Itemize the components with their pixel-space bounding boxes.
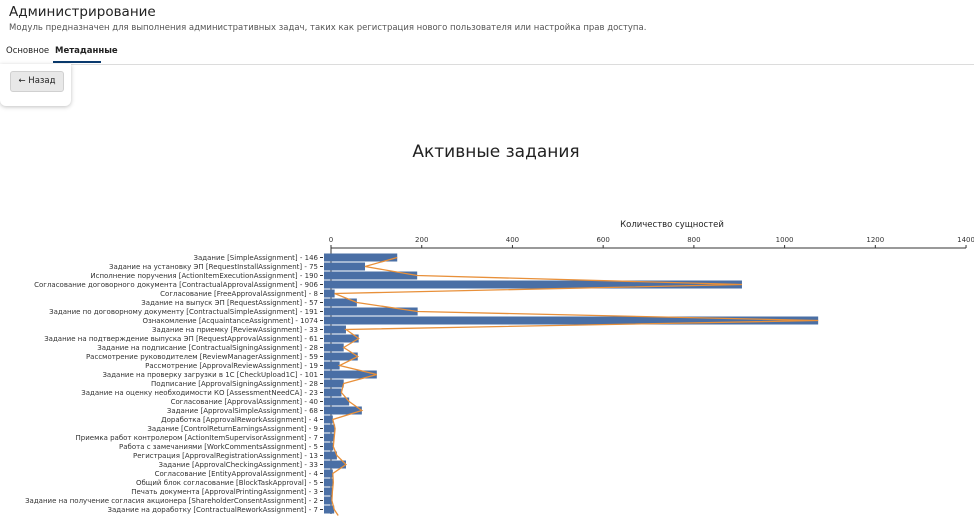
chart-title: Активные задания <box>412 142 579 162</box>
x-tick-label: 200 <box>415 236 428 244</box>
active-tasks-chart: Активные задания Количество сущностей 0 2… <box>25 142 974 516</box>
bar <box>324 442 334 451</box>
category-label: Задание на приемку [ReviewAssignment] - … <box>152 326 318 334</box>
bar <box>324 406 362 415</box>
active-tab-indicator <box>53 61 101 63</box>
bar <box>324 262 366 271</box>
bar <box>324 433 335 442</box>
category-label: Задание на проверку загрузки в 1С [Check… <box>102 371 318 379</box>
x-tick-label: 0 <box>329 236 333 244</box>
bar <box>324 460 346 469</box>
bar <box>324 361 340 370</box>
bar <box>324 352 358 361</box>
bar <box>324 307 418 316</box>
bar <box>324 469 333 478</box>
category-label: Задание [ApprovalCheckingAssignment] - 3… <box>158 461 318 469</box>
bar <box>324 505 335 514</box>
category-label: Согласование [ApprovalAssignment] - 40 <box>171 398 318 406</box>
category-label: Задание [ControlReturnEarningsAssignment… <box>147 425 318 433</box>
category-label: Задание на установку ЭП [RequestInstallA… <box>109 263 318 271</box>
category-label: Задание на оценку необходимости КО [Asse… <box>81 389 318 397</box>
x-axis-title: Количество сущностей <box>620 220 724 230</box>
back-panel: ← Назад <box>0 64 71 106</box>
category-label: Задание на подтверждение выпуска ЭП [Req… <box>44 335 318 343</box>
bar <box>324 379 344 388</box>
category-label: Задание [SimpleAssignment] - 146 <box>194 254 319 262</box>
page-header: Администрирование Модуль предназначен дл… <box>0 0 974 65</box>
bar <box>324 253 398 262</box>
bar <box>324 397 350 406</box>
category-label: Общий блок согласование [BlockTaskApprov… <box>136 479 318 487</box>
category-label: Задание по договорному документу [Contra… <box>49 308 318 316</box>
x-tick-label: 1000 <box>776 236 794 244</box>
bar <box>324 415 333 424</box>
category-label: Регистрация [ApprovalRegistrationAssignm… <box>133 452 318 460</box>
bar <box>324 487 333 496</box>
bar <box>324 271 418 280</box>
bar <box>324 289 335 298</box>
back-button[interactable]: ← Назад <box>10 71 64 92</box>
category-label: Задание на доработку [ContractualReworkA… <box>108 506 318 514</box>
bar <box>324 388 342 397</box>
bar <box>324 451 337 460</box>
category-label: Задание на подписание [ContractualSignin… <box>97 344 318 352</box>
bar <box>324 325 346 334</box>
category-label: Рассмотрение [ApprovalReviewAssignment] … <box>145 362 318 370</box>
bar <box>324 478 334 487</box>
bar <box>324 298 357 307</box>
bar <box>324 280 742 289</box>
bar <box>324 334 359 343</box>
category-label: Задание на получение согласия акционера … <box>25 497 318 505</box>
category-label: Исполнение поручения [ActionItemExecutio… <box>90 272 318 280</box>
bar <box>324 424 336 433</box>
bar <box>324 370 377 379</box>
category-label: Согласование [FreeApprovalAssignment] - … <box>160 290 318 298</box>
overlay-line <box>331 256 819 516</box>
category-label: Доработка [ApprovalReworkAssignment] - 4 <box>161 416 318 424</box>
category-label: Приемка работ контролером [ActionItemSup… <box>76 434 319 442</box>
category-label: Согласование договорного документа [Cont… <box>34 281 318 289</box>
category-label: Согласование [EntityApprovalAssignment] … <box>155 470 319 478</box>
page-subtitle: Модуль предназначен для выполнения админ… <box>9 23 647 33</box>
category-label: Задание на выпуск ЭП [RequestAssignment]… <box>141 299 318 307</box>
x-tick-label: 800 <box>687 236 700 244</box>
tab-bar: Основное Метаданные <box>0 42 974 65</box>
bars <box>324 253 819 514</box>
category-labels: Задание [SimpleAssignment] - 146Задание … <box>25 254 318 514</box>
x-axis: 0 200 400 600 800 1000 1200 1400 <box>320 236 974 514</box>
x-tick-label: 400 <box>506 236 519 244</box>
bar <box>324 343 344 352</box>
tab-main[interactable]: Основное <box>6 46 50 56</box>
bar <box>324 496 332 505</box>
x-tick-label: 600 <box>596 236 609 244</box>
tab-metadata[interactable]: Метаданные <box>55 46 118 56</box>
page-title: Администрирование <box>9 4 156 20</box>
category-label: Рассмотрение руководителем [ReviewManage… <box>86 353 318 361</box>
x-tick-label: 1200 <box>866 236 884 244</box>
category-label: Подписание [ApprovalSigningAssignment] -… <box>151 380 318 388</box>
category-label: Ознакомление [AcquaintanceAssignment] - … <box>143 317 319 325</box>
category-label: Работа с замечаниями [WorkCommentsAssign… <box>119 443 318 451</box>
x-tick-label: 1400 <box>957 236 974 244</box>
bar <box>324 316 819 325</box>
category-label: Задание [ApprovalSimpleAssignment] - 68 <box>167 407 318 415</box>
category-label: Печать документа [ApprovalPrintingAssign… <box>131 488 318 496</box>
